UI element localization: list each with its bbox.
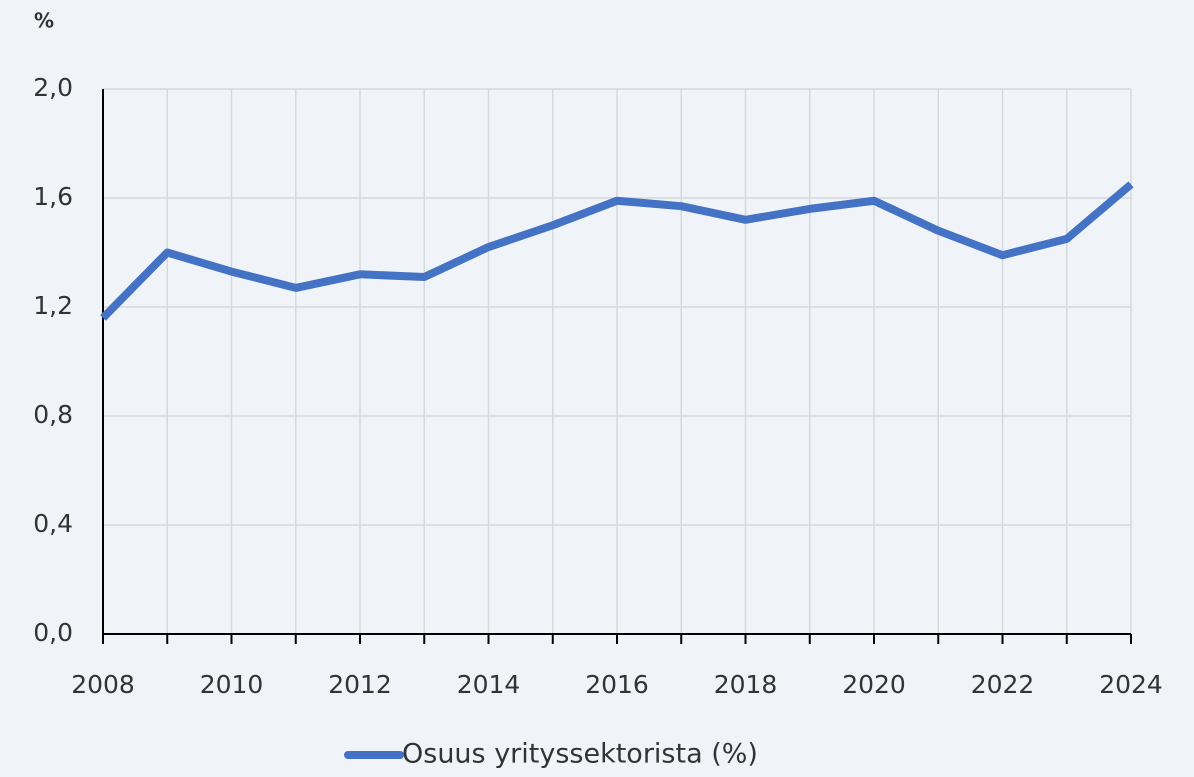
x-tick-label: 2014 — [457, 670, 521, 699]
x-tick-label: 2024 — [1099, 670, 1163, 699]
x-tick-label: 2018 — [714, 670, 778, 699]
x-tick-label: 2016 — [585, 670, 649, 699]
data-line — [100, 181, 1134, 321]
y-tick-label: 1,6 — [33, 182, 73, 211]
legend-label: Osuus yrityssektorista (%) — [402, 739, 758, 770]
x-tick-label: 2008 — [71, 670, 135, 699]
y-tick-label: 2,0 — [33, 73, 73, 102]
y-tick-label: 0,0 — [33, 618, 73, 647]
y-tick-label: 0,4 — [33, 509, 73, 538]
y-axis-label: % — [34, 9, 54, 33]
y-tick-label: 1,2 — [33, 291, 73, 320]
x-tick-label: 2012 — [328, 670, 392, 699]
x-tick-label: 2020 — [842, 670, 906, 699]
y-tick-label: 0,8 — [33, 400, 73, 429]
x-tick-label: 2022 — [971, 670, 1035, 699]
x-tick-label: 2010 — [200, 670, 264, 699]
